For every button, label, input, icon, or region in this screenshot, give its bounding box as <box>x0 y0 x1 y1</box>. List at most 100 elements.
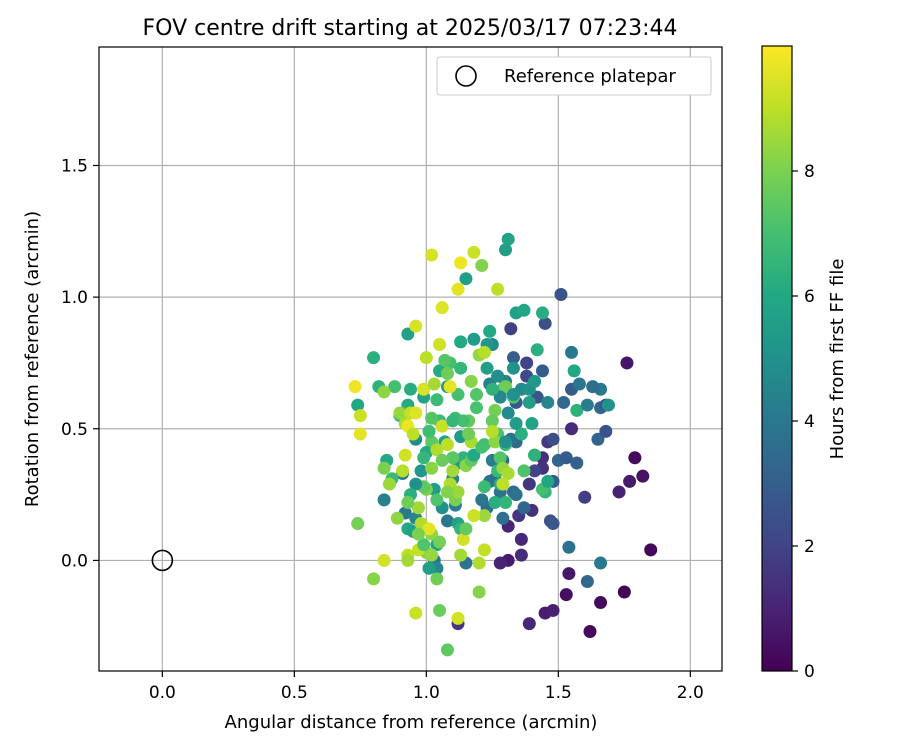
data-point <box>617 585 631 599</box>
data-point <box>522 477 536 491</box>
data-point <box>467 332 481 346</box>
data-point <box>467 245 481 259</box>
data-point <box>546 517 560 531</box>
data-point <box>477 509 491 523</box>
data-point <box>517 464 531 478</box>
data-point <box>499 380 513 394</box>
data-point <box>409 477 423 491</box>
data-point <box>591 432 605 446</box>
data-point <box>433 603 447 617</box>
data-points <box>348 232 658 657</box>
data-point <box>612 485 626 499</box>
data-point <box>509 417 523 431</box>
data-point <box>469 388 483 402</box>
legend-label: Reference platepar <box>504 66 676 87</box>
data-point <box>443 380 457 394</box>
y-tick-label: 0.5 <box>61 420 88 440</box>
data-point <box>506 351 520 365</box>
data-point <box>506 388 520 402</box>
colorbar-label: Hours from first FF file <box>827 259 848 460</box>
data-point <box>580 398 594 412</box>
data-point <box>517 501 531 515</box>
data-point <box>367 572 381 586</box>
data-point <box>409 319 423 333</box>
data-point <box>541 395 555 409</box>
data-point <box>446 464 460 478</box>
y-axis-label: Rotation from reference (arcmin) <box>22 211 43 507</box>
data-point <box>454 335 468 349</box>
data-point <box>483 324 497 338</box>
data-point <box>440 438 454 452</box>
data-point <box>446 414 460 428</box>
data-point <box>541 474 555 488</box>
data-point <box>475 440 489 454</box>
data-point <box>636 469 650 483</box>
data-point <box>430 443 444 457</box>
data-point <box>562 540 576 554</box>
data-point <box>425 411 439 425</box>
data-point <box>454 548 468 562</box>
data-point <box>488 495 502 509</box>
data-point <box>514 427 528 441</box>
data-point <box>451 485 465 499</box>
data-point <box>456 532 470 546</box>
data-point <box>525 417 539 431</box>
data-point <box>491 369 505 383</box>
data-point <box>425 461 439 475</box>
data-point <box>491 282 505 296</box>
data-point <box>496 511 510 525</box>
data-point <box>485 414 499 428</box>
colorbar-tick-label: 2 <box>804 537 815 557</box>
data-point <box>628 451 642 465</box>
data-point <box>401 553 415 567</box>
data-point <box>440 643 454 657</box>
colorbar-ticks: 0 2 4 6 8 <box>792 162 815 682</box>
data-point <box>586 380 600 394</box>
data-point <box>514 532 528 546</box>
data-point <box>644 543 658 557</box>
data-point <box>477 345 491 359</box>
data-point <box>559 451 573 465</box>
data-point <box>446 451 460 465</box>
data-point <box>514 548 528 562</box>
data-point <box>388 380 402 394</box>
colorbar-tick-label: 4 <box>804 412 815 432</box>
data-point <box>417 451 431 465</box>
data-point <box>406 427 420 441</box>
data-point <box>430 572 444 586</box>
chart-title: FOV centre drift starting at 2025/03/17 … <box>143 16 678 41</box>
data-point <box>506 361 520 375</box>
data-point <box>522 617 536 631</box>
data-point <box>425 248 439 262</box>
data-point <box>480 361 494 375</box>
data-point <box>546 432 560 446</box>
data-point <box>580 574 594 588</box>
x-tick-label: 1.0 <box>413 683 440 703</box>
data-point <box>594 596 608 610</box>
data-point <box>417 538 431 552</box>
colorbar <box>761 45 793 672</box>
data-point <box>528 374 542 388</box>
data-point <box>396 464 410 478</box>
data-point <box>411 501 425 515</box>
data-point <box>459 522 473 536</box>
data-point <box>422 424 436 438</box>
y-axis-ticks: 0.0 0.5 1.0 1.5 <box>61 156 99 571</box>
data-point <box>517 303 531 317</box>
y-tick-label: 1.0 <box>61 288 88 308</box>
data-point <box>353 409 367 423</box>
data-point <box>538 316 552 330</box>
x-axis-label: Angular distance from reference (arcmin) <box>225 712 598 733</box>
data-point <box>435 419 449 433</box>
colorbar-tick-label: 8 <box>804 162 815 182</box>
data-point <box>472 556 486 570</box>
data-point <box>599 424 613 438</box>
data-point <box>393 406 407 420</box>
data-point <box>435 453 449 467</box>
data-point <box>477 543 491 557</box>
data-point <box>438 353 452 367</box>
data-point <box>496 477 510 491</box>
data-point <box>425 548 439 562</box>
data-point <box>535 306 549 320</box>
